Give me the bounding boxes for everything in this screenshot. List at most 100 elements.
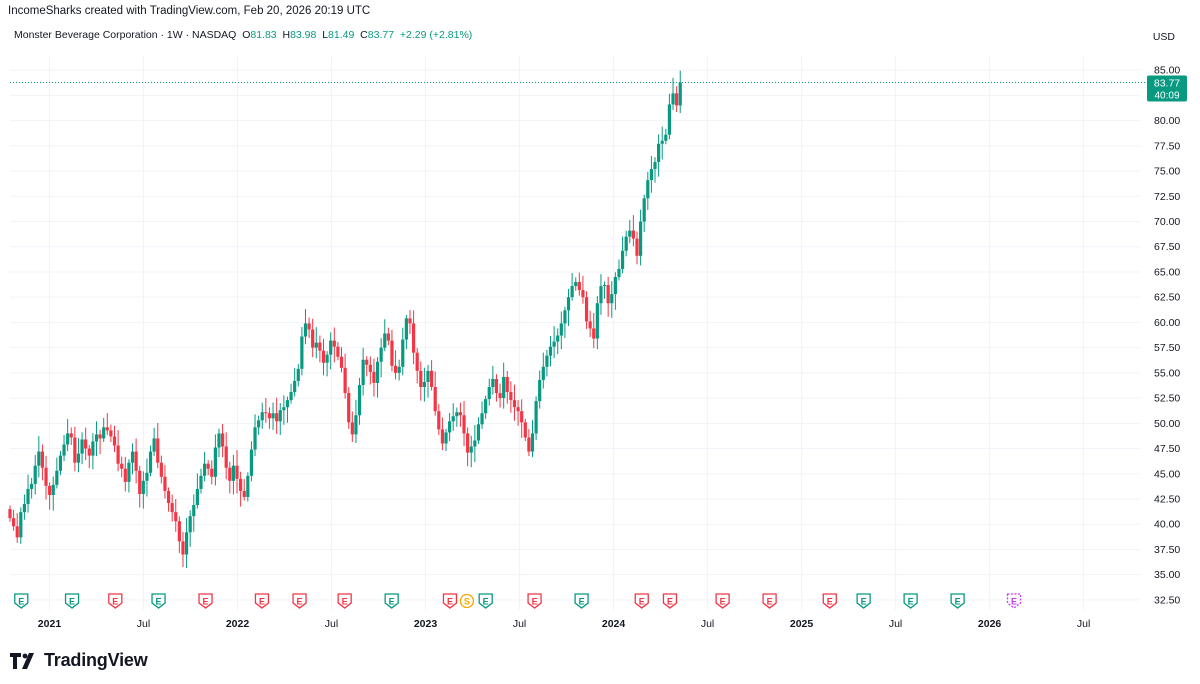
candle-body <box>199 475 203 489</box>
earnings-marker[interactable]: E <box>715 593 730 609</box>
earnings-marker[interactable]: E <box>574 593 589 609</box>
candle <box>520 399 524 438</box>
candle-body <box>523 422 527 438</box>
candle-body <box>120 463 124 469</box>
candle <box>166 487 171 512</box>
tradingview-logo[interactable]: TradingView <box>10 650 148 671</box>
candle-body <box>375 361 380 383</box>
candle-body <box>505 376 509 393</box>
time-tick-label: 2021 <box>38 618 62 630</box>
candle-body <box>484 399 488 414</box>
candle <box>55 457 59 489</box>
earnings-marker-label: E <box>342 597 348 607</box>
candle <box>69 427 73 446</box>
candle <box>253 414 257 457</box>
candle-body <box>109 430 113 437</box>
earnings-marker-shape <box>822 593 837 609</box>
earnings-marker-shape <box>292 593 307 609</box>
candle <box>646 171 650 210</box>
candle-body <box>116 445 120 464</box>
candle-body <box>325 354 329 363</box>
time-tick-label: 2022 <box>226 618 250 630</box>
candle <box>163 464 167 499</box>
earnings-marker-shape <box>903 593 918 609</box>
candle <box>22 494 27 520</box>
earnings-marker-label: E <box>532 597 538 607</box>
earnings-marker[interactable]: E <box>337 593 352 609</box>
earnings-marker[interactable]: E <box>950 593 965 609</box>
earnings-marker[interactable]: E <box>478 593 493 609</box>
candle <box>357 377 362 425</box>
earnings-marker[interactable]: E <box>903 593 918 609</box>
candle <box>642 194 646 233</box>
candle <box>556 328 560 355</box>
high-value: 83.98 <box>290 29 317 41</box>
candle-body <box>469 446 473 453</box>
candle <box>221 423 225 458</box>
candle <box>343 353 347 399</box>
candle <box>325 351 329 377</box>
earnings-marker[interactable]: E <box>198 593 213 609</box>
candle-body <box>91 441 95 456</box>
candle-body <box>217 433 221 448</box>
candle <box>415 347 419 384</box>
candle-body <box>613 277 617 295</box>
earnings-marker[interactable]: E <box>292 593 307 609</box>
earnings-marker[interactable]: E <box>254 593 270 609</box>
earnings-marker[interactable]: E <box>856 593 871 609</box>
earnings-marker[interactable]: E <box>151 593 166 609</box>
currency-label[interactable]: USD <box>1152 31 1175 43</box>
candle-body <box>123 468 127 482</box>
candle-body <box>105 427 109 431</box>
time-tick-label: Jul <box>513 618 526 630</box>
earnings-marker-label: E <box>297 597 303 607</box>
candle <box>170 494 174 522</box>
dividend-marker[interactable]: S <box>459 593 475 609</box>
earnings-marker[interactable]: E <box>14 593 29 609</box>
earnings-marker[interactable]: E <box>64 593 80 609</box>
candle <box>19 507 23 544</box>
earnings-marker[interactable]: E <box>527 593 542 609</box>
candle-body <box>570 286 574 298</box>
earnings-marker[interactable]: E <box>1006 593 1022 609</box>
symbol-legend[interactable]: Monster Beverage Corporation · 1W · NASD… <box>14 29 472 41</box>
candle <box>58 450 63 476</box>
candle-body <box>264 412 268 414</box>
candle-body <box>210 468 214 477</box>
time-tick-label: Jul <box>325 618 338 630</box>
tradingview-logo-icon <box>10 652 34 669</box>
candle <box>635 231 639 265</box>
candle-body <box>491 378 495 387</box>
candle-body <box>357 384 362 416</box>
time-tick-label: Jul <box>137 618 150 630</box>
candle <box>664 128 668 145</box>
earnings-marker-shape <box>662 593 678 609</box>
earnings-marker[interactable]: E <box>384 593 399 609</box>
change-value: +2.29 (+2.81%) <box>399 29 473 41</box>
candle-body <box>592 328 596 339</box>
candle-body <box>429 370 434 387</box>
earnings-marker-shape <box>151 593 166 609</box>
candle-body <box>188 516 192 533</box>
candle-body <box>285 400 290 408</box>
candle-body <box>534 401 538 434</box>
earnings-marker-shape <box>14 593 29 609</box>
earnings-marker-label: E <box>1011 597 1017 607</box>
earnings-marker-label: E <box>259 597 265 607</box>
candle <box>51 476 55 511</box>
earnings-marker[interactable]: E <box>662 593 678 609</box>
earnings-marker[interactable]: E <box>634 593 649 609</box>
earnings-marker[interactable]: E <box>442 593 458 609</box>
earnings-marker-shape <box>478 593 493 609</box>
candle <box>440 417 445 451</box>
candle-body <box>473 440 477 447</box>
earnings-marker[interactable]: E <box>822 593 837 609</box>
candle-body <box>368 364 372 372</box>
candle <box>339 347 344 373</box>
candle <box>592 313 596 349</box>
earnings-marker-label: E <box>639 597 645 607</box>
earnings-marker[interactable]: E <box>762 593 777 609</box>
candle-body <box>426 370 430 382</box>
earnings-marker[interactable]: E <box>108 593 123 609</box>
